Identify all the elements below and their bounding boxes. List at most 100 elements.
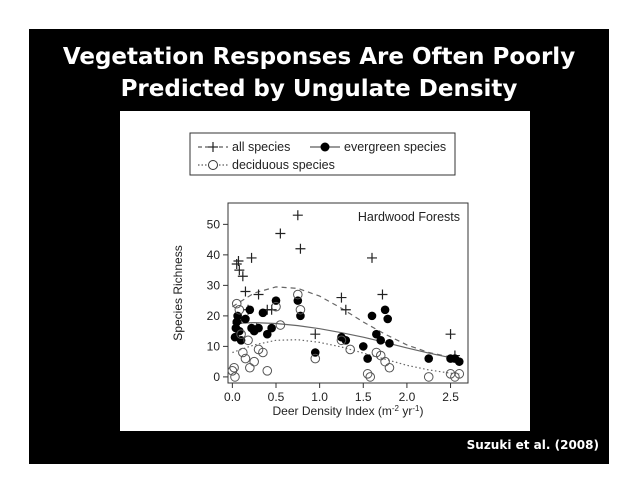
point-evergreen-species (383, 314, 393, 324)
chart-legend: all species evergreen species deciduous … (189, 132, 456, 176)
slide-title-line-2: Predicted by Ungulate Density (120, 76, 518, 102)
x-axis-title-sup-2: -1 (412, 404, 420, 413)
x-tick-label: 2.5 (442, 390, 459, 404)
point-all-species (240, 286, 251, 297)
point-deciduous-species (229, 362, 239, 373)
point-evergreen-species (233, 311, 242, 321)
y-tick-label: 40 (207, 248, 221, 262)
chart-svg: all species evergreen species deciduous … (171, 132, 469, 419)
legend-box (189, 132, 456, 176)
point-deciduous-species (384, 362, 395, 373)
point-deciduous-species (271, 301, 281, 312)
point-deciduous-species (310, 353, 321, 364)
point-all-species (246, 252, 257, 263)
x-axis-title-part-1: Deer Density Index (m (273, 404, 392, 418)
point-all-species (237, 271, 248, 282)
point-evergreen-species (380, 305, 390, 315)
point-all-species (367, 252, 377, 263)
slide-title: Vegetation Responses Are Often Poorly Pr… (29, 41, 609, 105)
point-deciduous-species (293, 289, 303, 300)
x-tick-label: 1.0 (311, 390, 328, 404)
point-evergreen-species (245, 305, 255, 315)
fitted-curves (232, 286, 460, 375)
y-tick-label: 0 (213, 370, 220, 384)
point-evergreen-species (376, 335, 386, 345)
point-all-species (310, 329, 321, 340)
point-deciduous-species (365, 372, 376, 382)
legend-open-circle-marker (208, 160, 218, 170)
point-evergreen-species (262, 329, 272, 339)
point-all-species (234, 265, 245, 276)
point-deciduous-species (243, 335, 253, 346)
point-deciduous-species (345, 344, 355, 355)
point-all-species (233, 255, 244, 266)
y-tick-label: 10 (207, 339, 221, 353)
data-points (227, 210, 465, 382)
slide-title-line-1: Vegetation Responses Are Often Poorly (62, 44, 576, 70)
x-axis-title-sup-1: -2 (392, 404, 400, 413)
point-deciduous-species (231, 298, 242, 309)
legend-item-deciduous-species: deciduous species (198, 158, 335, 172)
point-evergreen-species (363, 354, 372, 363)
x-axis-title-part-2: yr (399, 404, 412, 418)
plot-area (227, 202, 469, 384)
fitted-curve-evergreen-species (232, 321, 460, 360)
legend-label-all-species: all species (232, 140, 290, 154)
point-evergreen-species (267, 323, 276, 333)
point-all-species (253, 289, 264, 300)
y-axis-title: Species Richness (171, 245, 185, 340)
point-deciduous-species (362, 369, 373, 379)
legend-item-all-species: all species (198, 140, 290, 154)
legend-filled-circle-marker (320, 142, 330, 152)
point-all-species (445, 329, 456, 340)
point-deciduous-species (295, 304, 306, 315)
point-all-species (336, 292, 347, 303)
point-all-species (292, 210, 303, 221)
x-tick-label: 1.5 (355, 390, 372, 404)
point-deciduous-species (234, 304, 245, 315)
point-all-species (275, 228, 286, 239)
x-tick-label: 0.0 (224, 390, 241, 404)
point-deciduous-species (262, 365, 273, 376)
x-axis-title-part-3: ) (419, 404, 423, 418)
x-axis-title: Deer Density Index (m-2 yr-1) (273, 404, 424, 419)
citation: Suzuki et al. (2008) (466, 438, 599, 452)
point-all-species (377, 289, 388, 300)
point-deciduous-species (238, 347, 248, 358)
point-evergreen-species (424, 354, 434, 363)
point-evergreen-species (258, 308, 268, 318)
point-deciduous-species (236, 329, 246, 339)
point-all-species (340, 304, 351, 315)
legend-label-deciduous-species: deciduous species (232, 158, 335, 172)
y-tick-label: 50 (207, 217, 221, 231)
point-evergreen-species (358, 342, 368, 351)
point-all-species (295, 243, 306, 254)
x-tick-label: 0.5 (268, 390, 285, 404)
fitted-curve-deciduous-species (232, 339, 460, 375)
point-deciduous-species (454, 369, 465, 379)
y-tick-label: 20 (207, 309, 221, 323)
point-deciduous-species (258, 347, 268, 358)
slide: Vegetation Responses Are Often Poorly Pr… (29, 29, 609, 464)
point-deciduous-species (240, 353, 251, 364)
point-deciduous-species (230, 372, 240, 382)
point-deciduous-species (249, 356, 259, 367)
point-evergreen-species (367, 311, 377, 321)
point-evergreen-species (372, 329, 381, 339)
x-tick-label: 2.0 (399, 390, 416, 404)
point-evergreen-species (454, 357, 464, 366)
point-evergreen-species (254, 323, 263, 333)
point-deciduous-species (423, 372, 434, 382)
point-evergreen-species (241, 314, 250, 324)
x-axis-ticks: 0.0 0.5 1.0 1.5 2.0 2.5 (224, 383, 459, 404)
point-deciduous-species (227, 365, 238, 376)
panel-title: Hardwood Forests (358, 210, 460, 224)
point-deciduous-species (245, 362, 255, 373)
point-deciduous-species (336, 335, 347, 346)
chart-figure: all species evergreen species deciduous … (120, 111, 530, 431)
point-evergreen-species (385, 339, 394, 348)
legend-item-evergreen-species: evergreen species (310, 140, 446, 154)
y-axis-ticks: 0 10 20 30 40 50 (207, 217, 228, 384)
legend-label-evergreen-species: evergreen species (344, 140, 446, 154)
point-deciduous-species (275, 320, 286, 330)
